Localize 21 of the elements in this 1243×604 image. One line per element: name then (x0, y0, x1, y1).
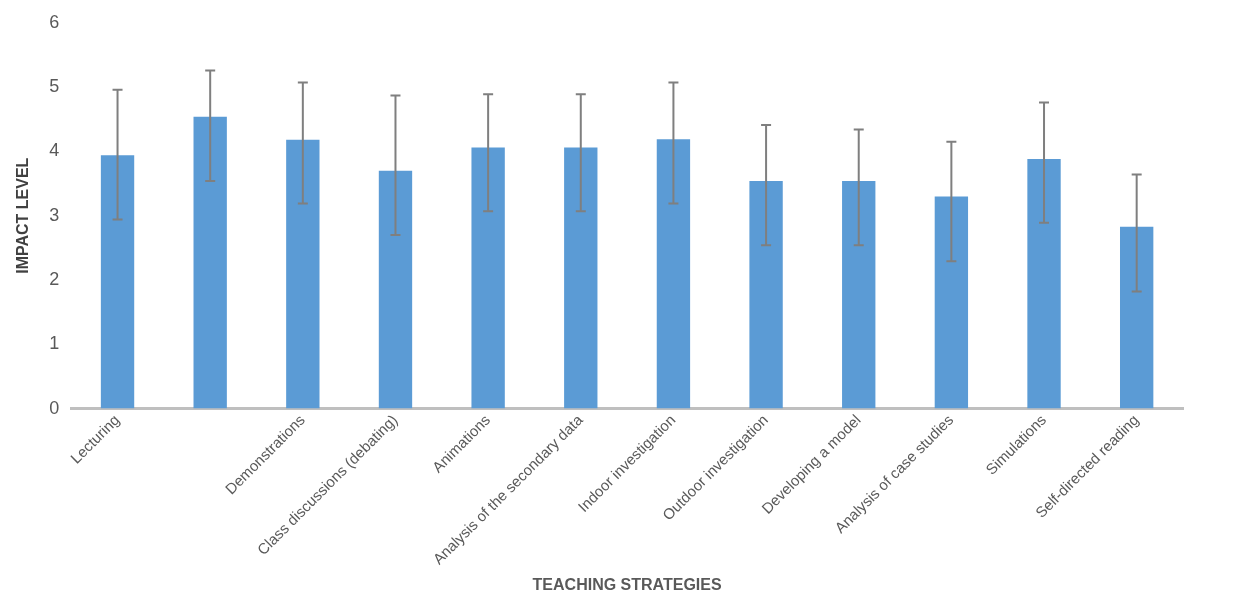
bar (749, 180, 783, 409)
bar (100, 155, 135, 409)
y-tick-label: 6 (49, 11, 60, 32)
y-tick-label: 0 (49, 397, 60, 418)
bar (286, 139, 320, 409)
y-tick-label: 3 (49, 204, 60, 225)
x-axis-title: TEACHING STRATEGIES (532, 575, 722, 593)
y-tick-label: 4 (49, 140, 60, 161)
y-tick-label: 5 (49, 76, 60, 97)
bar (842, 180, 876, 409)
bar (656, 139, 691, 409)
bar (934, 196, 969, 409)
y-axis-title: IMPACT LEVEL (14, 157, 32, 274)
bar (193, 116, 227, 409)
y-tick-label: 2 (49, 268, 60, 289)
bar (378, 170, 413, 409)
bar (471, 147, 505, 409)
bar (564, 147, 598, 409)
bar (1120, 226, 1154, 409)
y-tick-label: 1 (49, 333, 60, 354)
bar (1027, 159, 1061, 409)
